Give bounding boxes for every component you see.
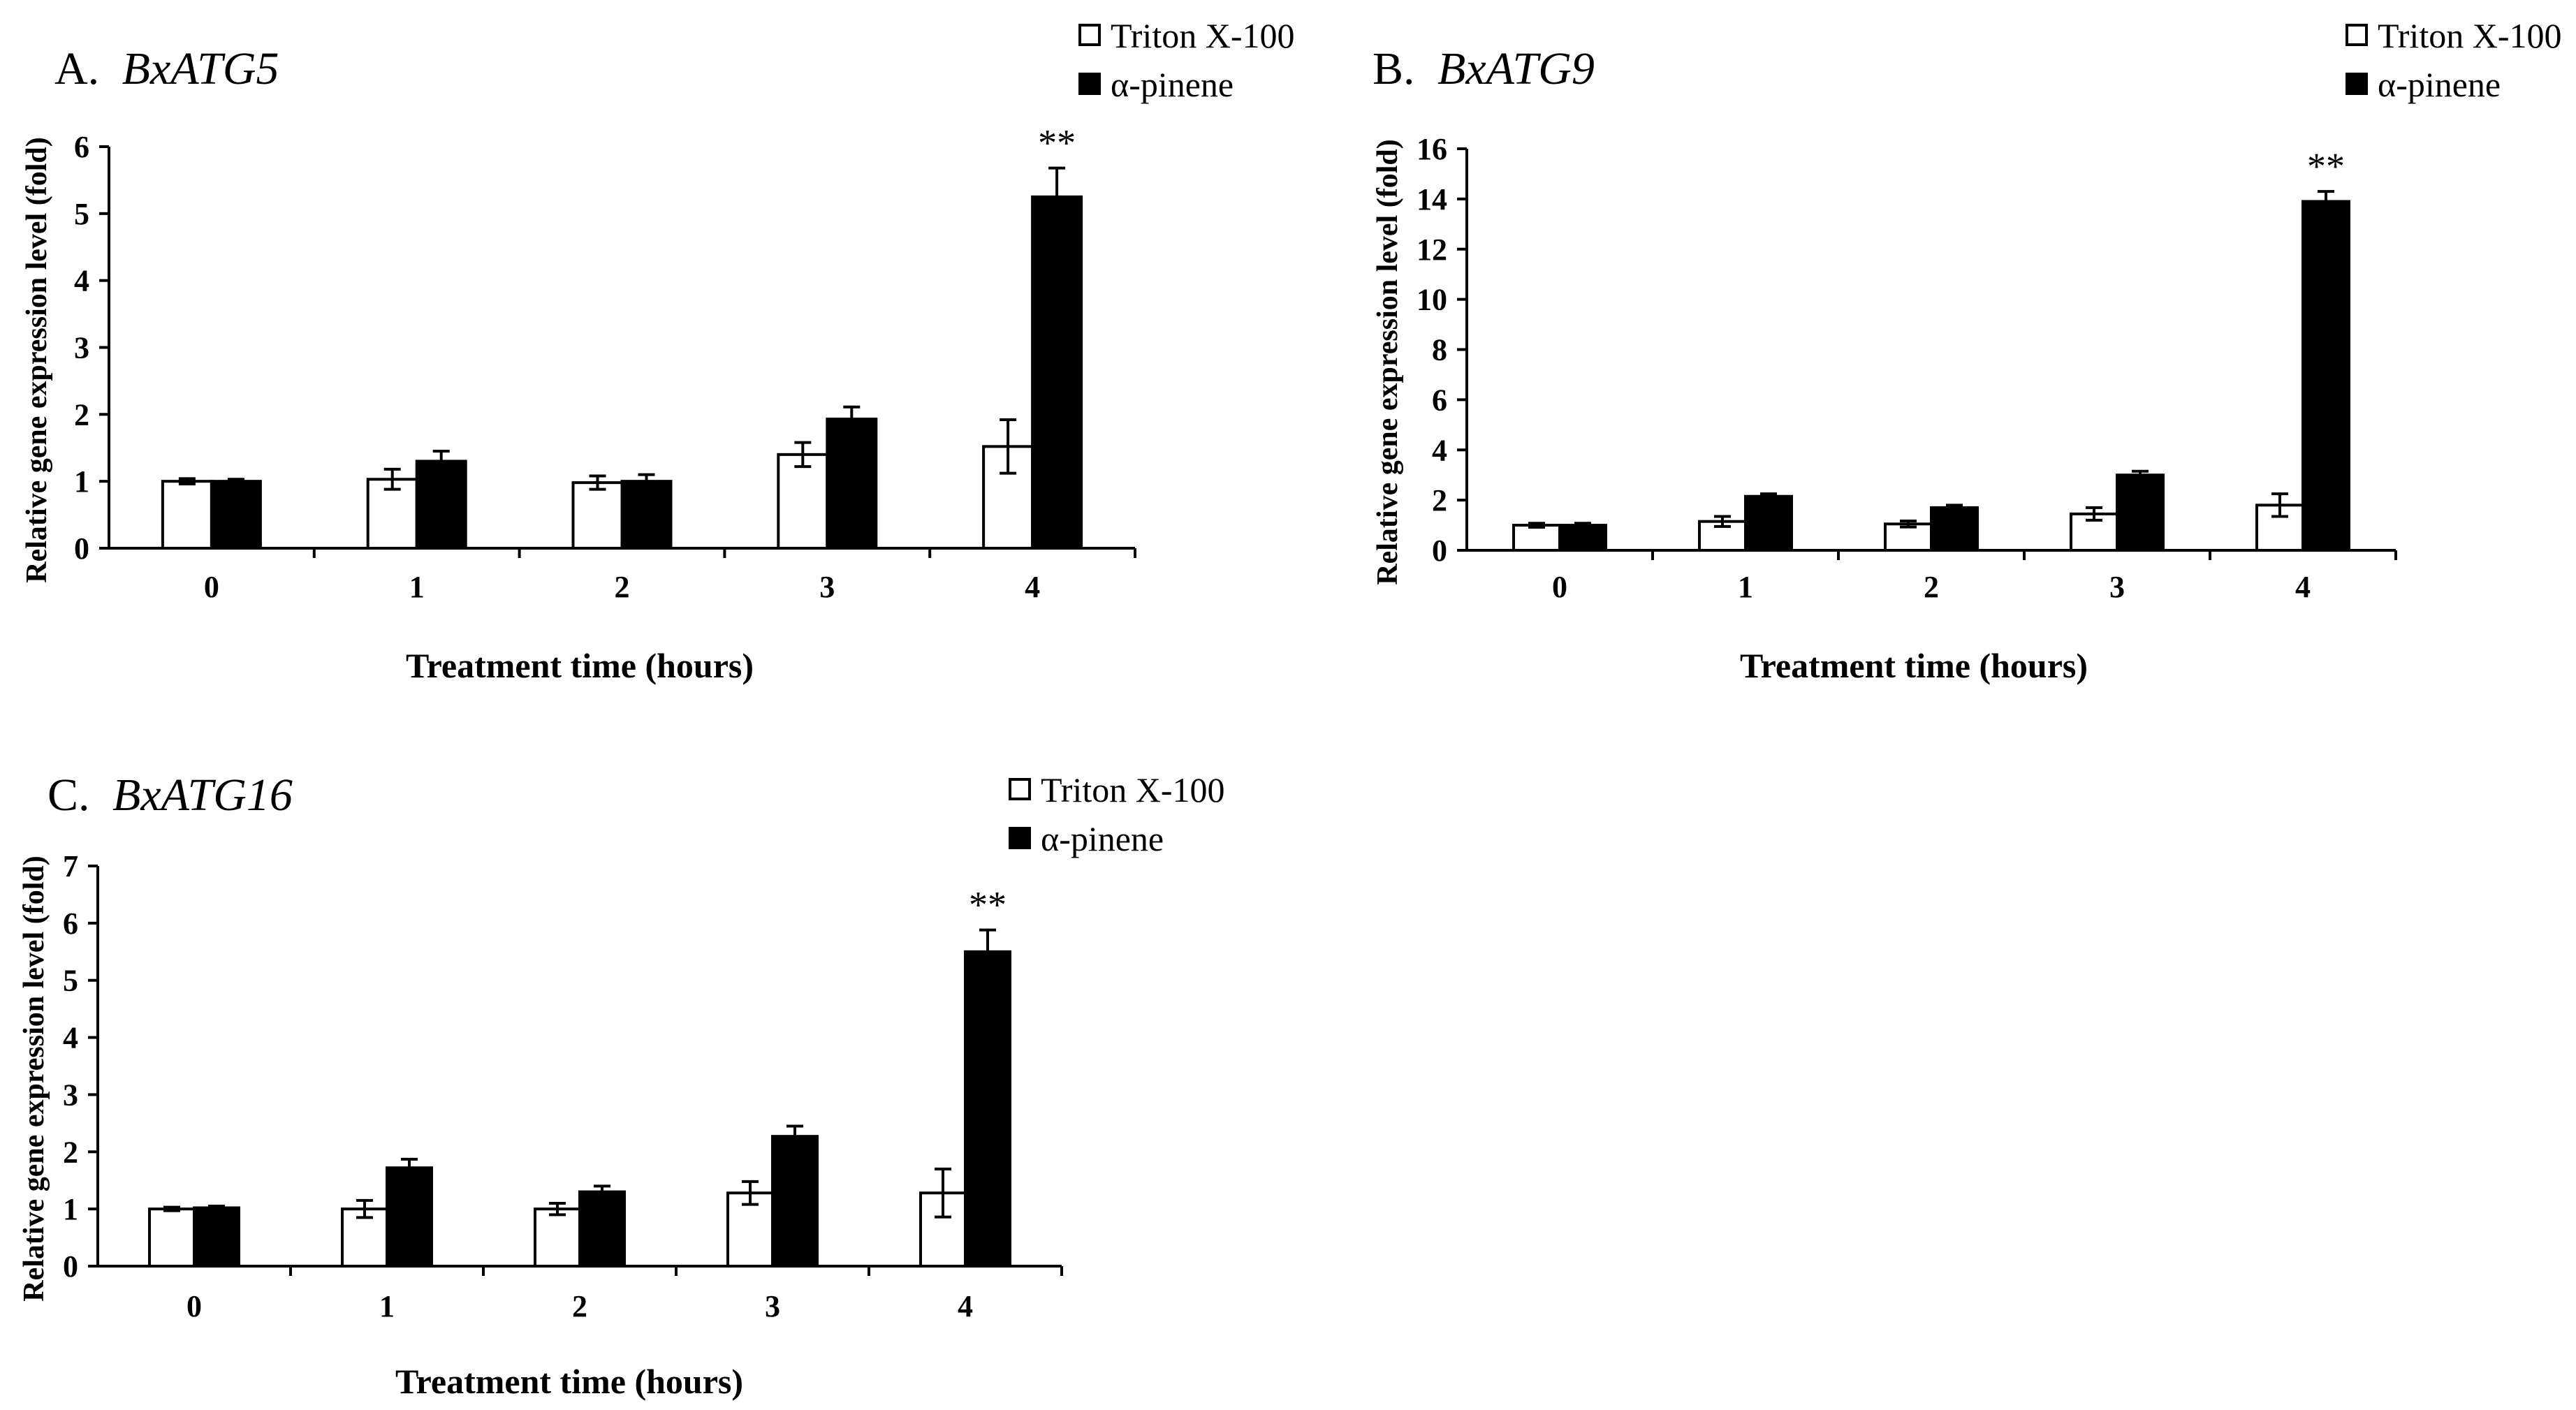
y-axis-label: Relative gene expression level (fold) — [18, 855, 50, 1301]
y-tick-label-1: 1 — [63, 1192, 78, 1226]
y-tick-label-2: 2 — [63, 1135, 78, 1169]
y-tick-label-14: 14 — [1417, 182, 1447, 216]
bar-triton-0 — [148, 1207, 196, 1268]
panel-title: A. BxATG5 — [54, 43, 279, 94]
x-tick-label-0: 0 — [1552, 570, 1567, 604]
y-tick-label-7: 7 — [63, 849, 78, 883]
bar-pinene-1 — [386, 1166, 433, 1268]
y-tick-label-2: 2 — [74, 397, 89, 432]
legend-label-0: Triton X-100 — [1111, 16, 1294, 55]
significance-marker: ** — [1038, 122, 1076, 164]
y-tick-label-10: 10 — [1417, 283, 1447, 317]
y-axis-label: Relative gene expression level (fold) — [21, 137, 53, 582]
bar-pinene-2 — [620, 480, 673, 550]
bar-pinene-4 — [1031, 195, 1083, 550]
y-tick-label-16: 16 — [1417, 132, 1447, 166]
legend-swatch-0 — [2346, 24, 2368, 46]
y-tick-label-6: 6 — [63, 906, 78, 941]
bar-pinene-4 — [964, 950, 1011, 1268]
bar-triton-1 — [366, 478, 418, 550]
x-tick-label-2: 2 — [615, 570, 630, 604]
y-tick-label-1: 1 — [74, 464, 89, 499]
bar-triton-0 — [1512, 524, 1561, 552]
panel-title: C. BxATG16 — [47, 770, 293, 821]
y-tick-label-12: 12 — [1417, 233, 1447, 267]
legend-label-0: Triton X-100 — [2378, 16, 2561, 55]
bar-triton-3 — [777, 453, 829, 550]
panel-letter: A. — [54, 43, 111, 94]
bar-pinene-4 — [2301, 200, 2350, 552]
bar-pinene-3 — [771, 1135, 819, 1268]
legend-label-1: α-pinene — [1041, 819, 1164, 858]
legend-swatch-0 — [1078, 24, 1101, 46]
x-tick-label-0: 0 — [186, 1289, 202, 1323]
x-tick-label-1: 1 — [409, 570, 425, 604]
y-tick-label-4: 4 — [74, 264, 89, 298]
y-tick-label-5: 5 — [63, 964, 78, 998]
bar-pinene-0 — [193, 1206, 240, 1268]
significance-marker: ** — [2307, 145, 2345, 187]
y-tick-label-0: 0 — [74, 531, 89, 566]
y-tick-label-5: 5 — [74, 197, 89, 231]
y-tick-label-4: 4 — [1432, 433, 1447, 467]
x-tick-label-2: 2 — [572, 1289, 587, 1323]
y-tick-label-2: 2 — [1432, 483, 1447, 517]
bar-pinene-3 — [2116, 473, 2165, 552]
y-tick-label-3: 3 — [74, 331, 89, 365]
gene-name: BxATG9 — [1437, 43, 1595, 94]
bar-pinene-1 — [415, 460, 467, 550]
x-tick-label-4: 4 — [1025, 570, 1040, 604]
x-tick-label-4: 4 — [958, 1289, 973, 1323]
y-tick-label-8: 8 — [1432, 333, 1447, 367]
x-tick-label-2: 2 — [1924, 570, 1939, 604]
y-tick-label-6: 6 — [1432, 383, 1447, 417]
legend-label-1: α-pinene — [1111, 65, 1234, 104]
legend-label-1: α-pinene — [2378, 65, 2501, 104]
legend-swatch-1 — [1009, 827, 1031, 849]
bar-pinene-2 — [578, 1190, 626, 1268]
y-tick-label-6: 6 — [74, 130, 89, 164]
x-tick-label-3: 3 — [819, 570, 835, 604]
chart-panel-0: A. BxATG5 Triton X-100 α-pinene ** 0 1 2 3 4 5 6 0 1… — [21, 16, 1294, 685]
x-axis-label: Treatment time (hours) — [406, 646, 754, 685]
y-tick-label-0: 0 — [1432, 534, 1447, 568]
y-axis-label: Relative gene expression level (fold) — [1372, 139, 1404, 585]
gene-name: BxATG16 — [112, 770, 293, 821]
x-tick-label-3: 3 — [765, 1289, 780, 1323]
bar-triton-0 — [161, 480, 213, 550]
x-tick-label-4: 4 — [2295, 570, 2311, 604]
legend-label-0: Triton X-100 — [1041, 770, 1224, 809]
legend-swatch-1 — [2346, 73, 2368, 95]
panel-title: B. BxATG9 — [1373, 43, 1595, 94]
y-tick-label-4: 4 — [63, 1021, 78, 1055]
chart-panel-2: C. BxATG16 Triton X-100 α-pinene ** 0 1 2 3 4 5 6 7… — [18, 770, 1224, 1401]
bar-pinene-1 — [1744, 494, 1793, 552]
x-tick-label-3: 3 — [2109, 570, 2125, 604]
bar-pinene-3 — [826, 418, 878, 550]
bar-triton-2 — [571, 481, 624, 550]
panel-letter: C. — [47, 770, 101, 821]
legend-swatch-0 — [1009, 778, 1031, 800]
bar-pinene-0 — [210, 480, 262, 550]
x-axis-label: Treatment time (hours) — [1740, 646, 2088, 685]
panel-letter: B. — [1373, 43, 1426, 94]
significance-marker: ** — [969, 884, 1007, 926]
x-tick-label-0: 0 — [204, 570, 219, 604]
x-tick-label-1: 1 — [379, 1289, 395, 1323]
y-tick-label-3: 3 — [63, 1078, 78, 1112]
legend-swatch-1 — [1078, 73, 1101, 95]
x-tick-label-1: 1 — [1738, 570, 1753, 604]
bar-pinene-0 — [1558, 524, 1607, 552]
x-axis-label: Treatment time (hours) — [395, 1362, 743, 1401]
gene-name: BxATG5 — [122, 43, 279, 94]
y-tick-label-0: 0 — [63, 1249, 78, 1284]
bar-pinene-2 — [1930, 506, 1979, 552]
bar-triton-2 — [534, 1207, 581, 1268]
